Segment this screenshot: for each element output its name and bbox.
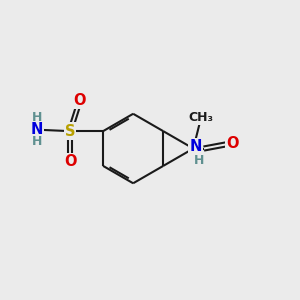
Text: O: O <box>74 93 86 108</box>
Text: S: S <box>65 124 75 139</box>
Text: H: H <box>32 135 42 148</box>
Text: CH₃: CH₃ <box>188 112 214 124</box>
Text: H: H <box>194 154 204 167</box>
Text: O: O <box>226 136 239 151</box>
Text: N: N <box>190 139 202 154</box>
Text: H: H <box>32 111 42 124</box>
Text: N: N <box>31 122 43 137</box>
Text: O: O <box>64 154 76 169</box>
